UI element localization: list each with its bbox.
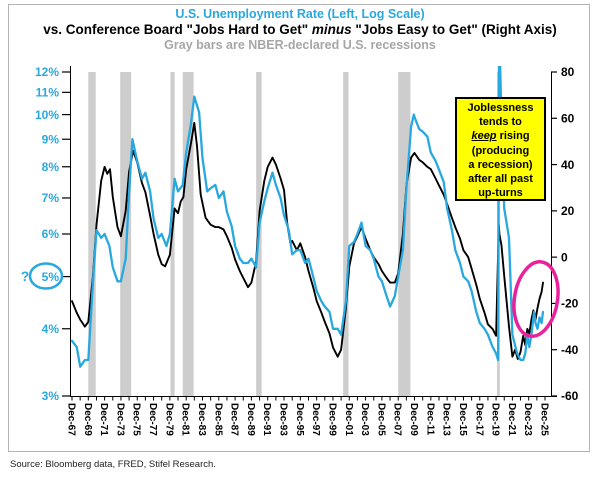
x-axis-tick-label: Dec-19 bbox=[490, 403, 501, 436]
highlight-ellipse bbox=[512, 260, 560, 338]
x-axis-tick-label: Dec-25 bbox=[539, 403, 550, 436]
x-axis-tick-label: Dec-87 bbox=[229, 403, 240, 436]
x-axis-tick-label: Dec-15 bbox=[457, 403, 468, 436]
x-axis-labels: Dec-67 Dec-69 Dec-71 Dec-73 Dec-75 Dec-77 Dec-… bbox=[66, 396, 550, 436]
annotation-line: keep rising bbox=[471, 130, 530, 143]
annotation-line: up-turns bbox=[478, 187, 523, 200]
x-axis-tick-label: Dec-05 bbox=[375, 403, 386, 436]
right-axis-tick-label: -60 bbox=[561, 389, 579, 403]
left-axis-tick-label: 8% bbox=[42, 160, 60, 174]
left-axis-tick-label: 7% bbox=[42, 191, 60, 205]
x-axis-tick-label: Dec-07 bbox=[392, 403, 403, 436]
x-axis-tick-label: Dec-67 bbox=[66, 403, 77, 436]
x-axis-tick-label: Dec-01 bbox=[343, 403, 354, 436]
chart-subtitle: vs. Conference Board "Jobs Hard to Get" … bbox=[43, 22, 557, 37]
subtitle-italic-word: minus bbox=[311, 22, 352, 37]
x-axis-tick-label: Dec-97 bbox=[310, 403, 321, 436]
right-axis-tick-label: 60 bbox=[561, 111, 575, 125]
axes bbox=[70, 66, 557, 397]
x-axis-tick-label: Dec-03 bbox=[359, 403, 370, 436]
right-axis-tick-label: 20 bbox=[561, 204, 575, 218]
x-axis-tick-label: Dec-83 bbox=[196, 403, 207, 436]
joblessness-annotation-box: Joblessness tends to keep rising (produc… bbox=[455, 97, 546, 201]
x-axis-tick-label: Dec-81 bbox=[180, 403, 191, 436]
left-axis-tick-label: 3% bbox=[42, 389, 60, 403]
x-axis-tick-label: Dec-17 bbox=[473, 403, 484, 436]
x-axis-tick-label: Dec-09 bbox=[408, 403, 419, 436]
chart-title: U.S. Unemployment Rate (Left, Log Scale) bbox=[175, 7, 425, 21]
right-axis-tick-label: -40 bbox=[561, 343, 579, 357]
series bbox=[70, 66, 545, 368]
x-axis-tick-label: Dec-77 bbox=[147, 403, 158, 436]
x-axis-tick-label: Dec-11 bbox=[424, 403, 435, 436]
recession-legend-note: Gray bars are NBER-declared U.S. recessi… bbox=[164, 38, 436, 52]
unemployment-line bbox=[70, 66, 545, 368]
right-axis-tick-label: 0 bbox=[561, 250, 568, 264]
chart-frame bbox=[8, 4, 590, 452]
left-axis-tick-label: 6% bbox=[42, 227, 60, 241]
x-axis-tick-label: Dec-91 bbox=[261, 403, 272, 436]
x-axis-tick-label: Dec-71 bbox=[98, 403, 109, 436]
annotation-line: Joblessness bbox=[467, 102, 534, 114]
right-axis-labels: 80 60 40 20 0 -20 -40 -60 bbox=[551, 65, 579, 403]
x-axis-tick-label: Dec-21 bbox=[506, 403, 517, 436]
left-axis-tick-label: 10% bbox=[35, 108, 59, 122]
x-axis-tick-label: Dec-93 bbox=[278, 403, 289, 436]
recession-bars bbox=[88, 72, 500, 396]
annotation-keyword: keep bbox=[471, 130, 497, 143]
source-note: Source: Bloomberg data, FRED, Stifel Res… bbox=[10, 459, 216, 470]
left-axis-tick-label: 4% bbox=[42, 322, 60, 336]
jobs-differential-line bbox=[71, 121, 544, 360]
x-axis-tick-label: Dec-85 bbox=[212, 403, 223, 436]
x-axis-tick-label: Dec-23 bbox=[522, 403, 533, 436]
left-axis-labels: 12% 11% 10% 9% 8% 7% 6% 5% 4% 3% bbox=[35, 65, 70, 403]
question-mark: ? bbox=[21, 268, 30, 284]
annotation-line: tends to bbox=[479, 116, 522, 129]
left-axis-tick-label: 12% bbox=[35, 65, 59, 79]
left-axis-tick-label: 11% bbox=[36, 86, 60, 100]
x-axis-tick-label: Dec-89 bbox=[245, 403, 256, 436]
left-axis-tick-label: 5% bbox=[42, 270, 60, 284]
x-axis-tick-label: Dec-73 bbox=[114, 403, 125, 436]
annotation-line: (producing bbox=[471, 144, 530, 157]
x-axis-tick-label: Dec-79 bbox=[163, 403, 174, 436]
left-axis-tick-label: 9% bbox=[42, 132, 60, 146]
annotation-line: a recession) bbox=[468, 158, 533, 171]
x-axis-tick-label: Dec-95 bbox=[294, 403, 305, 436]
right-axis-tick-label: -20 bbox=[561, 297, 579, 311]
x-axis-tick-label: Dec-75 bbox=[131, 403, 142, 436]
right-axis-tick-label: 80 bbox=[561, 65, 575, 79]
x-axis-tick-label: Dec-99 bbox=[326, 403, 337, 436]
right-axis-tick-label: 40 bbox=[561, 158, 575, 172]
x-axis-tick-label: Dec-13 bbox=[441, 403, 452, 436]
question-circle-annotation: ? bbox=[21, 262, 64, 290]
annotation-line: after all past bbox=[468, 173, 533, 186]
x-axis-tick-label: Dec-69 bbox=[82, 403, 93, 436]
